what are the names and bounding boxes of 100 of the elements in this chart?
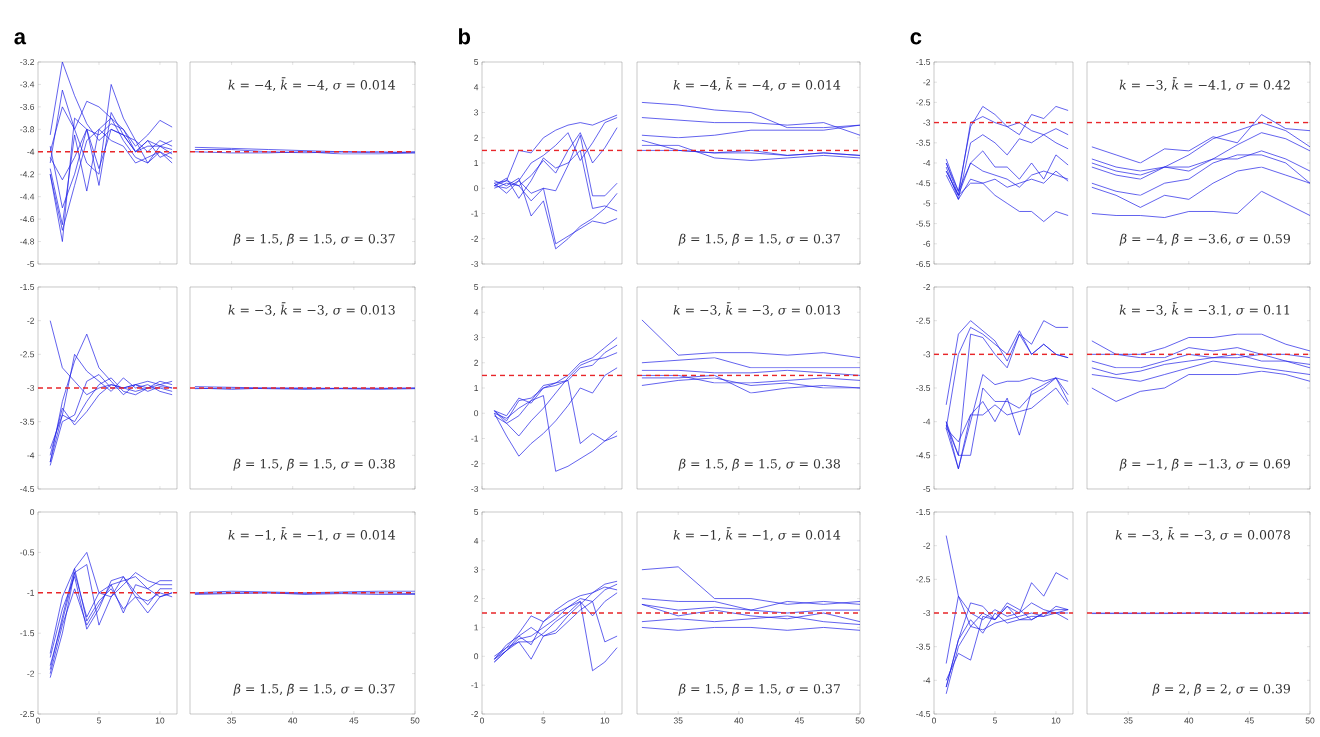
annotation: β = 1.5, β̄ = 1.5, σ = 0.37 (233, 233, 395, 246)
y-tick-label: -6 (923, 240, 931, 247)
y-tick-label: -4.4 (20, 193, 35, 200)
y-tick-label: -4 (27, 452, 35, 459)
y-tick-label: -2 (923, 284, 931, 290)
y-tick-label: -3 (27, 385, 35, 391)
x-tick-label: 50 (855, 717, 865, 724)
y-tick-label: -4.2 (20, 171, 35, 178)
x-tick-label: 5 (992, 717, 997, 724)
y-tick-label: -3.2 (20, 58, 35, 65)
y-tick-label: 4 (473, 537, 479, 544)
x-tick-label: 45 (349, 717, 359, 724)
annotation: k = −3, k̄ = −3, σ = 0.0078 (1115, 527, 1290, 542)
y-tick-label: -5.5 (916, 220, 931, 227)
y-tick-label: -1.5 (916, 509, 931, 515)
y-tick-label: -3 (923, 610, 931, 617)
y-tick-label: -6.5 (916, 260, 931, 267)
x-tick-label: 0 (479, 717, 485, 724)
y-tick-label: 2 (474, 359, 479, 366)
chart-title: c (910, 32, 922, 45)
x-tick-label: 10 (1051, 717, 1061, 724)
y-tick-label: -2.5 (20, 711, 35, 717)
y-tick-label: -2.5 (20, 351, 35, 358)
y-tick-label: 3 (474, 109, 479, 116)
x-tick-label: 50 (1305, 717, 1315, 724)
x-tick-label: 5 (541, 717, 546, 724)
y-tick-label: -4 (923, 160, 931, 166)
y-tick-label: -5 (923, 486, 931, 492)
y-tick-label: 0 (474, 185, 479, 192)
x-tick-label: 40 (734, 717, 744, 724)
annotation: β = −4, β̄ = −3.6, σ = 0.59 (1119, 233, 1290, 246)
x-tick-label: 35 (1123, 717, 1133, 724)
y-tick-label: 5 (474, 59, 479, 65)
y-tick-label: -2 (471, 460, 479, 467)
y-tick-label: -1.5 (20, 284, 35, 290)
chart-title: a (14, 32, 27, 45)
annotation: k = −3, k̄ = −3, σ = 0.013 (228, 302, 395, 317)
y-tick-label: -4 (923, 418, 931, 425)
annotation: k = −3, k̄ = −4.1, σ = 0.42 (1119, 77, 1290, 92)
y-tick-label: -4.5 (916, 711, 931, 717)
y-tick-label: 5 (474, 509, 479, 515)
y-tick-label: 0 (30, 509, 35, 515)
y-tick-label: -2 (923, 79, 931, 86)
y-tick-label: -3.5 (916, 385, 931, 391)
y-tick-label: 4 (473, 309, 479, 316)
y-tick-label: 0 (474, 410, 479, 417)
x-tick-label: 10 (600, 717, 610, 724)
x-tick-label: 50 (410, 717, 420, 724)
y-tick-label: -3.4 (20, 81, 35, 88)
y-tick-label: -2.5 (916, 317, 931, 324)
y-tick-label: -1.5 (20, 630, 35, 637)
y-tick-label: -2 (471, 235, 479, 242)
x-tick-label: 0 (35, 717, 41, 724)
annotation: k = −3, k̄ = −3.1, σ = 0.11 (1119, 302, 1290, 317)
y-tick-label: -5 (27, 261, 35, 267)
y-tick-label: -3 (923, 119, 931, 126)
annotation: k = −1, k̄ = −1, σ = 0.014 (228, 527, 396, 542)
y-tick-label: -3.5 (916, 139, 931, 146)
y-tick-label: -2.5 (916, 576, 931, 583)
x-tick-label: 40 (288, 717, 298, 724)
y-tick-label: -3 (471, 486, 479, 492)
annotation: β = 1.5, β̄ = 1.5, σ = 0.37 (678, 233, 840, 246)
chart-title: b (458, 28, 471, 45)
x-tick-label: 45 (1244, 717, 1254, 724)
y-tick-label: -1 (471, 682, 479, 689)
annotation: β = −1, β̄ = −1.3, σ = 0.69 (1119, 458, 1290, 471)
y-tick-label: -0.5 (20, 549, 35, 556)
y-tick-label: 1 (474, 385, 479, 391)
y-tick-label: -1 (27, 589, 35, 596)
annotation: β = 1.5, β̄ = 1.5, σ = 0.37 (233, 683, 395, 696)
annotation: β = 1.5, β̄ = 1.5, σ = 0.38 (678, 458, 840, 471)
y-tick-label: 2 (474, 134, 479, 141)
y-tick-label: -2 (923, 542, 931, 549)
y-tick-label: 3 (474, 566, 479, 573)
y-tick-label: 1 (474, 160, 479, 166)
y-tick-label: -1 (471, 435, 479, 442)
x-tick-label: 5 (96, 717, 101, 724)
y-tick-label: -2.5 (916, 99, 931, 106)
x-tick-label: 35 (673, 717, 683, 724)
x-tick-label: 10 (155, 717, 165, 724)
annotation: k = −1, k̄ = −1, σ = 0.014 (673, 527, 841, 542)
annotation: k = −3, k̄ = −3, σ = 0.013 (673, 302, 840, 317)
y-tick-label: -2 (27, 670, 35, 677)
y-tick-label: -1.5 (916, 59, 931, 65)
y-tick-label: -3.8 (20, 126, 35, 133)
y-tick-label: -4 (27, 148, 35, 155)
y-tick-label: 5 (474, 284, 479, 290)
x-tick-label: 45 (794, 717, 804, 724)
y-tick-label: 4 (473, 84, 479, 91)
x-tick-label: 35 (227, 717, 236, 724)
y-tick-label: -5 (923, 200, 931, 207)
y-tick-label: -4.6 (20, 216, 35, 223)
annotation: k = −4, k̄ = −4, σ = 0.014 (673, 77, 841, 92)
annotation: k = −4, k̄ = −4, σ = 0.014 (228, 77, 396, 92)
y-tick-label: 1 (474, 624, 479, 631)
y-tick-label: -3.5 (916, 643, 931, 650)
annotation: β = 2, β̄ = 2, σ = 0.39 (1152, 683, 1290, 696)
y-tick-label: -3 (471, 260, 479, 267)
y-tick-label: -2 (27, 317, 35, 324)
y-tick-label: -3.5 (20, 418, 35, 425)
